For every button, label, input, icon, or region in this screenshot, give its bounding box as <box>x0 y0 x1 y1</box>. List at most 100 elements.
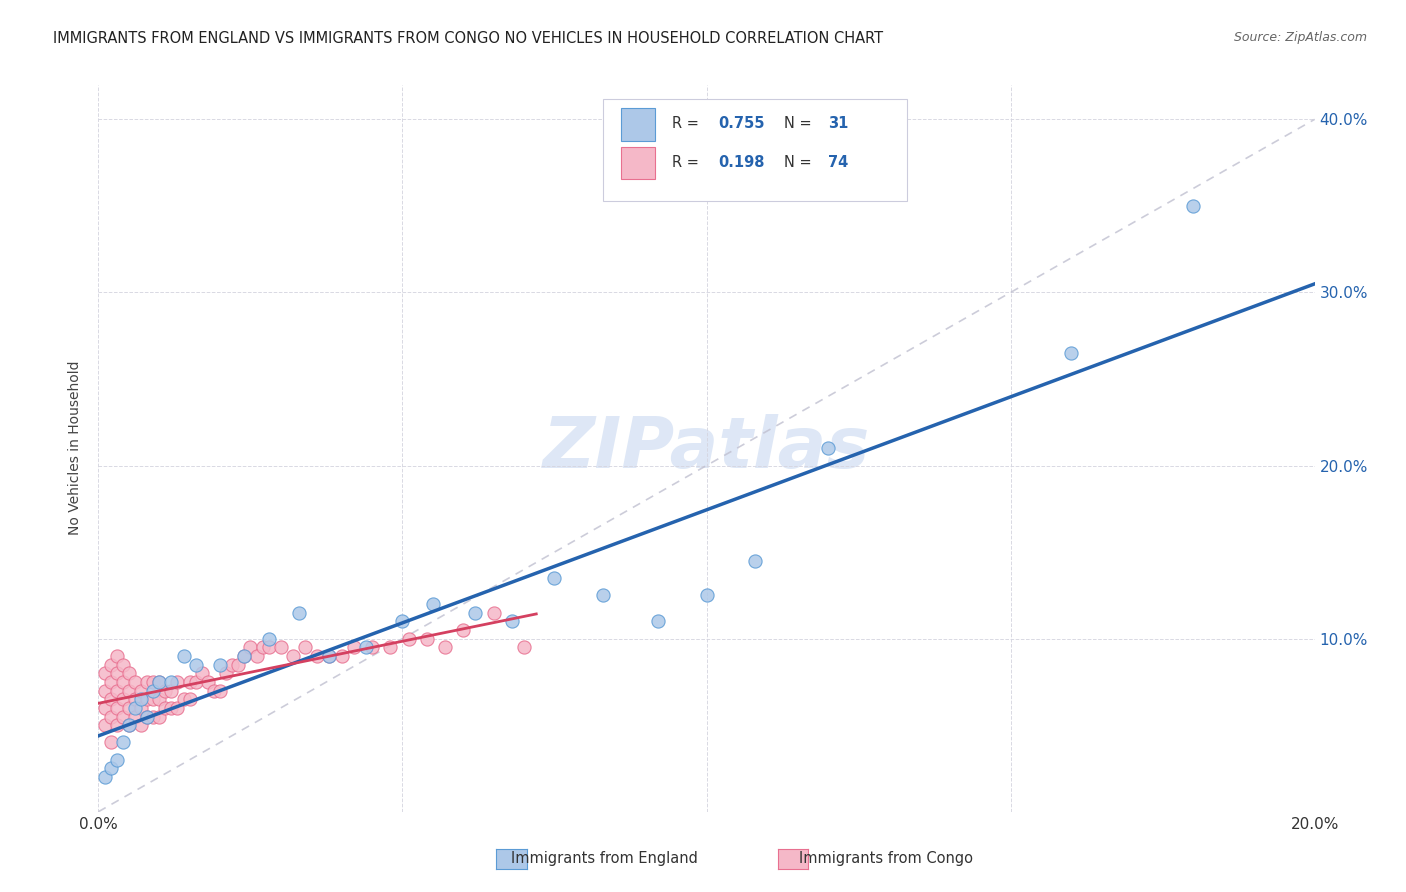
Point <box>118 718 141 732</box>
Point <box>129 692 152 706</box>
Point <box>136 709 159 723</box>
Point <box>226 657 249 672</box>
Point <box>416 632 439 646</box>
Point <box>453 623 475 637</box>
Point <box>129 701 152 715</box>
Point <box>543 571 565 585</box>
Point <box>239 640 262 655</box>
Point <box>155 683 177 698</box>
Point <box>100 709 122 723</box>
Y-axis label: No Vehicles in Household: No Vehicles in Household <box>67 361 82 535</box>
Point <box>142 692 165 706</box>
Point <box>202 683 225 698</box>
Point <box>318 648 340 663</box>
Point <box>270 640 292 655</box>
Point <box>179 692 201 706</box>
Point <box>221 657 243 672</box>
Point <box>111 657 134 672</box>
Text: IMMIGRANTS FROM ENGLAND VS IMMIGRANTS FROM CONGO NO VEHICLES IN HOUSEHOLD CORREL: IMMIGRANTS FROM ENGLAND VS IMMIGRANTS FR… <box>53 31 883 46</box>
Point <box>252 640 274 655</box>
Text: 31: 31 <box>828 116 848 131</box>
Text: 0.198: 0.198 <box>718 155 765 170</box>
Text: N =: N = <box>785 116 817 131</box>
Point <box>124 674 146 689</box>
Point <box>93 770 115 784</box>
Point <box>184 674 207 689</box>
Point <box>173 692 195 706</box>
Point <box>307 648 329 663</box>
Text: Immigrants from Congo: Immigrants from Congo <box>799 851 973 865</box>
Point <box>129 718 152 732</box>
Point <box>148 674 170 689</box>
Point <box>501 615 523 629</box>
Point <box>343 640 366 655</box>
Point <box>105 683 128 698</box>
Point <box>184 657 207 672</box>
Point <box>105 648 128 663</box>
Point <box>422 597 444 611</box>
FancyBboxPatch shape <box>603 99 907 201</box>
Point <box>696 588 718 602</box>
Text: N =: N = <box>785 155 817 170</box>
Point <box>93 683 115 698</box>
Point <box>294 640 316 655</box>
Point <box>111 692 134 706</box>
Point <box>1060 346 1083 360</box>
Point <box>93 718 115 732</box>
Point <box>318 648 340 663</box>
Point <box>124 692 146 706</box>
Point <box>148 709 170 723</box>
Point <box>592 588 614 602</box>
Point <box>209 657 232 672</box>
Point <box>398 632 420 646</box>
Text: Immigrants from England: Immigrants from England <box>512 851 697 865</box>
Point <box>245 648 267 663</box>
Point <box>281 648 304 663</box>
Point <box>118 718 141 732</box>
Point <box>136 692 159 706</box>
Point <box>142 674 165 689</box>
Point <box>257 640 280 655</box>
Text: R =: R = <box>672 155 704 170</box>
Point <box>330 648 353 663</box>
Text: Source: ZipAtlas.com: Source: ZipAtlas.com <box>1233 31 1367 45</box>
Point <box>111 709 134 723</box>
Point <box>464 606 486 620</box>
Point <box>391 615 413 629</box>
Point <box>482 606 505 620</box>
Point <box>209 683 232 698</box>
Point <box>160 683 183 698</box>
Point <box>93 701 115 715</box>
Point <box>105 718 128 732</box>
Point <box>233 648 256 663</box>
Point <box>361 640 384 655</box>
Point <box>166 674 188 689</box>
Text: ZIPatlas: ZIPatlas <box>543 414 870 483</box>
Point <box>111 735 134 749</box>
Point <box>118 683 141 698</box>
Point <box>179 674 201 689</box>
Point <box>647 615 669 629</box>
Point <box>105 666 128 681</box>
Bar <box>621 146 655 179</box>
Text: 0.755: 0.755 <box>718 116 765 131</box>
Point <box>148 674 170 689</box>
Point <box>173 648 195 663</box>
Point <box>288 606 311 620</box>
Point <box>817 442 839 455</box>
Point <box>160 674 183 689</box>
Point <box>380 640 402 655</box>
Point <box>118 666 141 681</box>
Point <box>354 640 377 655</box>
Point <box>148 692 170 706</box>
Point <box>124 701 146 715</box>
Point <box>100 761 122 775</box>
Point <box>136 709 159 723</box>
Point <box>233 648 256 663</box>
Point <box>215 666 238 681</box>
Text: 74: 74 <box>828 155 848 170</box>
Point <box>197 674 219 689</box>
Point <box>100 657 122 672</box>
Text: R =: R = <box>672 116 704 131</box>
Point <box>142 709 165 723</box>
